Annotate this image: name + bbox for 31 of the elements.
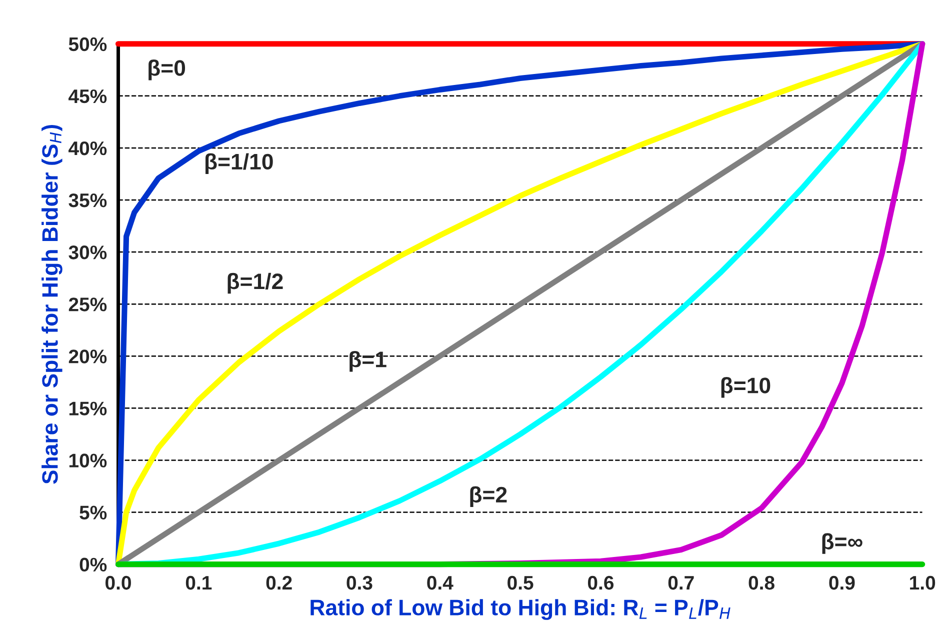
x-tick-label: 1.0: [910, 576, 936, 590]
series-label: β=1/2: [228, 272, 283, 294]
x-tick-label: 0.8: [748, 576, 774, 590]
y-tick-label: 10%: [69, 454, 107, 468]
y-tick-label: 25%: [68, 298, 107, 312]
series-label: β=∞: [822, 533, 862, 554]
x-tick-label: 0.3: [346, 576, 372, 590]
x-tick-label: 0.7: [668, 576, 694, 590]
series-label: β=1: [350, 350, 386, 372]
y-tick-label: 15%: [69, 402, 107, 416]
y-tick-label: 5%: [80, 506, 107, 520]
x-tick-label: 0.9: [829, 576, 855, 590]
y-tick-label: 35%: [68, 193, 107, 208]
y-tick-label: 40%: [68, 141, 107, 156]
series-label: β=1/10: [206, 153, 273, 174]
x-tick-label: 0.1: [186, 576, 212, 590]
x-tick-label: 0.2: [266, 576, 292, 590]
x-tick-label: 0.6: [588, 576, 614, 590]
series-label: β=2: [470, 486, 507, 508]
x-tick-label: 0.0: [106, 576, 131, 590]
y-tick-label: 45%: [68, 89, 107, 104]
y-tick-label: 50%: [68, 37, 107, 52]
y-tick-label: 20%: [68, 350, 107, 364]
y-tick-label: 30%: [68, 246, 107, 260]
text: β=10: [721, 377, 770, 398]
y-tick-label: 0%: [80, 558, 107, 572]
x-axis-title: Ratio of Low Bid to High Bid: R$_{L}$ = P$_{L}$/P$_{H}$: [310, 599, 730, 620]
y-axis-title: Share or Split for High Bidder (S$_{H}$): [42, 124, 62, 484]
x-tick-label: 0.5: [508, 576, 534, 590]
series-label: β=0: [148, 60, 186, 80]
x-tick-label: 0.4: [427, 576, 454, 590]
